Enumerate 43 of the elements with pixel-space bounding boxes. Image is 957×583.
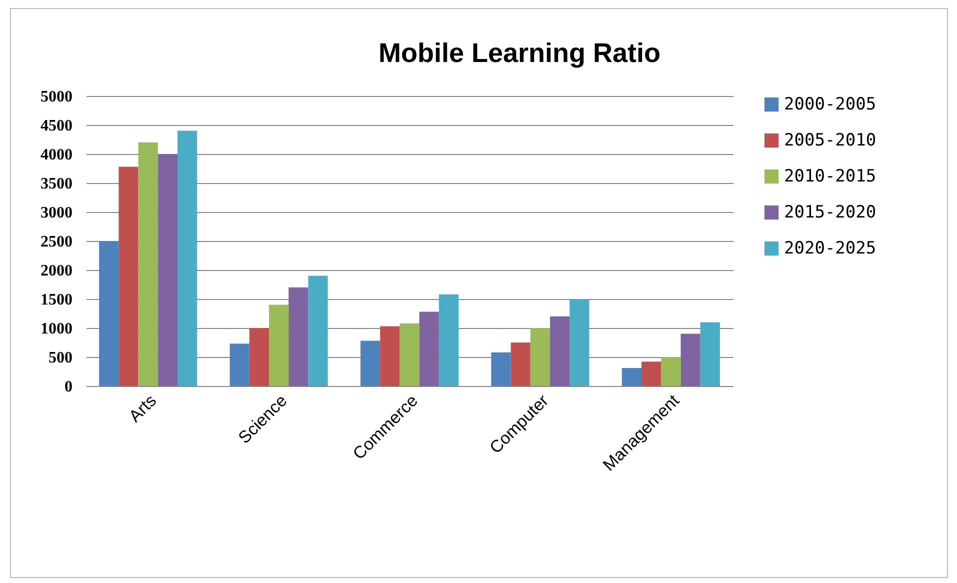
- legend-label: 2010-2015: [784, 166, 876, 186]
- y-tick-label: 2000: [40, 262, 72, 280]
- bar: [700, 322, 720, 386]
- y-tick-label: 500: [48, 350, 72, 366]
- y-tick-label: 5000: [40, 88, 72, 106]
- bar: [510, 342, 530, 386]
- x-tick-label: Arts: [125, 391, 160, 426]
- bar: [249, 328, 269, 386]
- y-tick-label: 1500: [40, 292, 72, 308]
- bar: [360, 340, 380, 386]
- legend-label: 2015-2020: [784, 202, 876, 222]
- bar: [380, 326, 400, 386]
- bar: [661, 357, 681, 386]
- bar: [138, 142, 158, 386]
- bar: [491, 352, 511, 386]
- y-tick-label: 4000: [40, 146, 72, 164]
- bar: [400, 323, 420, 386]
- bar: [230, 344, 250, 386]
- chart-title: Mobile Learning Ratio: [378, 38, 661, 68]
- bar: [177, 130, 198, 386]
- legend-label: 2005-2010: [784, 130, 876, 150]
- bar: [288, 287, 308, 386]
- bar: [118, 166, 138, 386]
- bar: [642, 362, 662, 386]
- bar: [99, 241, 119, 386]
- bar: [680, 334, 700, 386]
- y-tick-label: 4500: [40, 118, 72, 134]
- bar: [622, 368, 642, 386]
- y-tick-label: 3500: [40, 176, 72, 192]
- bar: [268, 304, 289, 386]
- bar: [158, 154, 178, 386]
- y-tick-label: 0: [64, 378, 72, 396]
- bar: [438, 294, 459, 386]
- y-tick-label: 1000: [40, 320, 72, 338]
- bar: [530, 328, 550, 386]
- bar: [308, 276, 328, 386]
- y-tick-label: 2500: [40, 234, 72, 250]
- legend-label: 2020-2025: [784, 238, 876, 258]
- bar: [550, 316, 570, 386]
- bar: [419, 312, 439, 386]
- bar: [570, 299, 590, 386]
- y-tick-label: 3000: [40, 204, 72, 222]
- legend-label: 2000-2005: [784, 94, 876, 114]
